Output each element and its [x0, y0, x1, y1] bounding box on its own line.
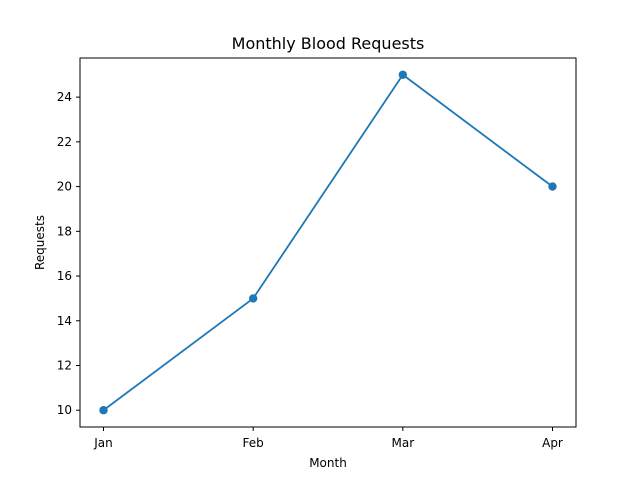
data-point [99, 406, 108, 415]
data-point [248, 294, 258, 303]
data-point [398, 70, 408, 79]
y-tick-label: 14 [57, 314, 72, 328]
y-axis-label: Requests [33, 215, 47, 270]
y-tick-label: 10 [57, 403, 72, 417]
plot-frame [79, 57, 577, 428]
x-tick-label: Feb [243, 436, 264, 450]
chart-title: Monthly Blood Requests [232, 34, 425, 53]
y-tick-label: 20 [57, 180, 72, 194]
y-tick-label: 24 [57, 90, 72, 104]
x-tick-label: Jan [93, 436, 113, 450]
x-tick-label: Mar [392, 436, 415, 450]
x-tick-label: Apr [542, 436, 563, 450]
x-axis-ticks: Jan Feb Mar Apr [93, 427, 563, 450]
y-tick-label: 22 [57, 135, 72, 149]
y-tick-label: 18 [57, 224, 72, 238]
x-axis-label: Month [309, 456, 347, 470]
series-line [102, 73, 554, 412]
y-axis-ticks: 10 12 14 16 18 20 22 24 [57, 90, 80, 417]
y-tick-label: 16 [57, 269, 72, 283]
data-point [548, 182, 557, 191]
y-tick-label: 12 [57, 359, 72, 373]
plot-area [99, 70, 557, 415]
